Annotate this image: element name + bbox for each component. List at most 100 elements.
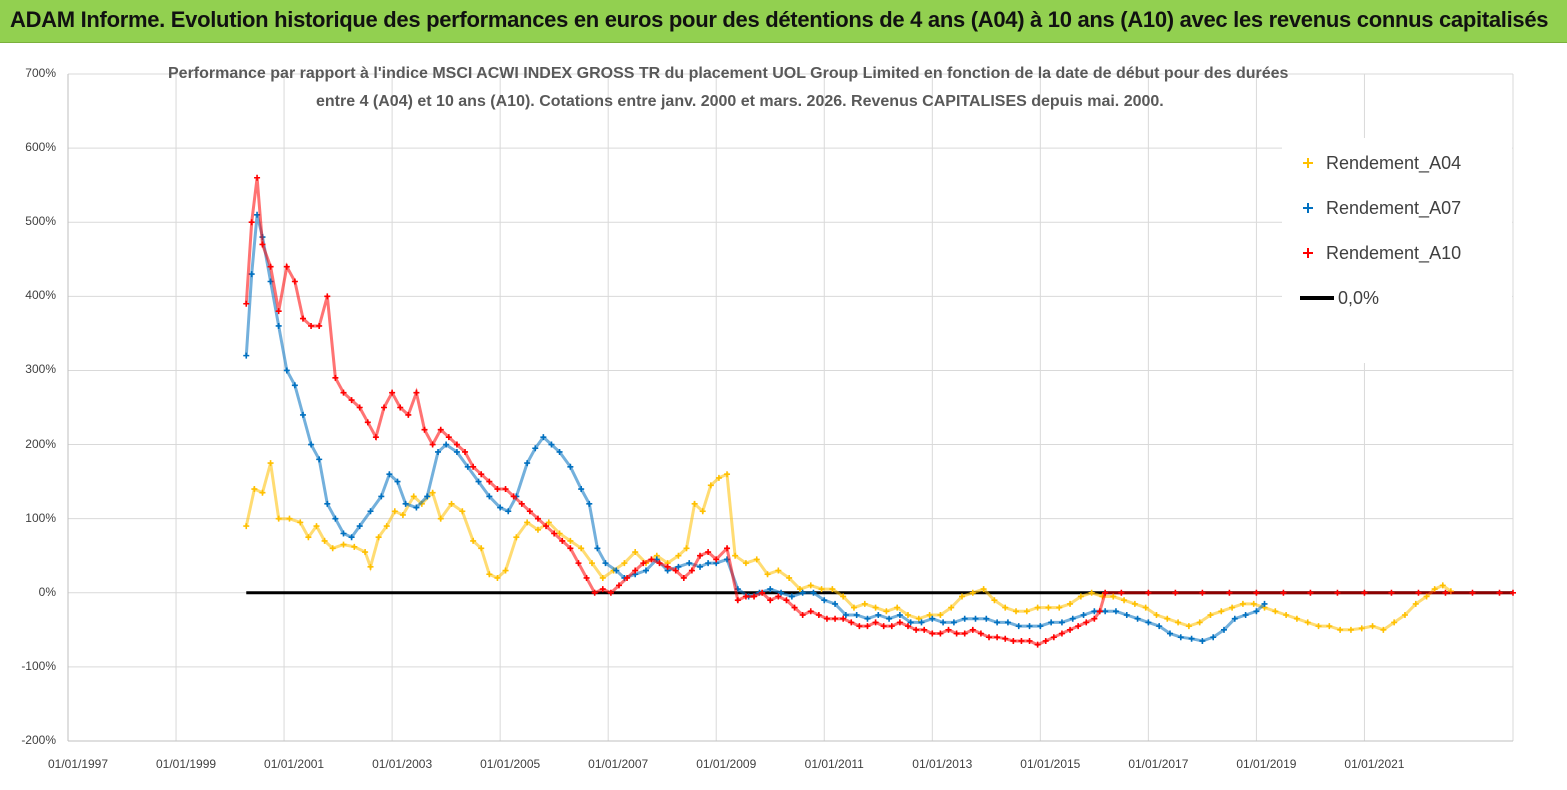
- series-rendement-a10-point: [872, 619, 879, 626]
- series-rendement-a04-point: [1304, 619, 1311, 626]
- series-rendement-a04-point: [1153, 612, 1160, 619]
- series-rendement-a04-point: [556, 530, 563, 537]
- series-rendement-a04-point: [1229, 604, 1236, 611]
- series-rendement-a10-point: [502, 486, 509, 493]
- series-rendement-a10-trace: [244, 177, 1513, 647]
- series-rendement-a10-point: [599, 586, 606, 593]
- series-rendement-a04-trace: [244, 462, 1452, 632]
- series-rendement-a10-point: [697, 552, 704, 559]
- series-rendement-a10-point: [648, 556, 655, 563]
- series-rendement-a10-point: [969, 626, 976, 633]
- series-rendement-a10-point: [1280, 589, 1287, 596]
- y-tick-label: 200%: [25, 436, 56, 451]
- series-rendement-a04-point: [724, 471, 731, 478]
- series-rendement-a07-point: [1145, 619, 1152, 626]
- series-rendement-a04-point: [1401, 612, 1408, 619]
- series-rendement-a10-point: [1510, 589, 1516, 596]
- series-rendement-a10-point: [1091, 615, 1098, 622]
- series-rendement-a04-point: [1358, 625, 1365, 632]
- series-rendement-a10-point: [1067, 626, 1074, 633]
- series-rendement-a04-point: [1380, 626, 1387, 633]
- series-rendement-a10-point: [632, 567, 639, 574]
- series-rendement-a07-point: [1242, 612, 1249, 619]
- series-rendement-a10-point: [823, 615, 830, 622]
- series-rendement-a04-point: [1142, 604, 1149, 611]
- series-rendement-a10-point: [1307, 589, 1314, 596]
- series-rendement-a10-point: [921, 626, 928, 633]
- legend-item-a07: Rendement_A07: [1300, 193, 1461, 223]
- x-tick-label: 01/01/2003: [372, 757, 433, 771]
- series-rendement-a10-point: [832, 615, 839, 622]
- series-rendement-a10-point: [680, 574, 687, 581]
- series-rendement-a04-point: [764, 571, 771, 578]
- series-rendement-a04-point: [1110, 593, 1117, 600]
- series-rendement-a07-point: [464, 463, 471, 470]
- series-rendement-a07-point: [586, 500, 593, 507]
- series-rendement-a04-point: [513, 534, 520, 541]
- series-rendement-a04-point: [429, 489, 436, 496]
- series-rendement-a04-point: [470, 537, 477, 544]
- series-rendement-a10-point: [1334, 589, 1341, 596]
- series-rendement-a10-point: [299, 315, 306, 322]
- series-rendement-a04-point: [1239, 600, 1246, 607]
- series-rendement-a07-point: [1112, 608, 1119, 615]
- series-rendement-a10-point: [1388, 589, 1395, 596]
- series-rendement-a04-point: [742, 560, 749, 567]
- series-rendement-a07-point: [299, 411, 306, 418]
- series-rendement-a10-point: [840, 615, 847, 622]
- series-rendement-a04-point: [1326, 623, 1333, 630]
- series-rendement-a10-point: [1361, 589, 1368, 596]
- chart-title-line2: entre 4 (A04) et 10 ans (A10). Cotations…: [316, 93, 1164, 110]
- series-rendement-a04-point: [1121, 597, 1128, 604]
- series-rendement-a07-point: [697, 563, 704, 570]
- series-rendement-a04-point: [243, 523, 250, 530]
- series-rendement-a04-point: [980, 586, 987, 593]
- series-rendement-a04-point: [1077, 593, 1084, 600]
- series-rendement-a10-point: [929, 630, 936, 637]
- series-rendement-a10-point: [1496, 589, 1503, 596]
- series-rendement-a10-point: [1118, 589, 1125, 596]
- series-rendement-a10-point: [421, 426, 428, 433]
- series-rendement-a04-point: [578, 545, 585, 552]
- series-rendement-a07-point: [1015, 623, 1022, 630]
- series-rendement-a07-point: [940, 619, 947, 626]
- series-rendement-a07-point: [1123, 612, 1130, 619]
- series-rendement-a07-point: [291, 382, 298, 389]
- series-rendement-a04-point: [1002, 604, 1009, 611]
- series-rendement-a07-point: [497, 504, 504, 511]
- legend-item-zero: 0,0%: [1300, 283, 1379, 313]
- series-rendement-a10-point: [640, 560, 647, 567]
- series-rendement-a07-point: [453, 448, 460, 455]
- series-rendement-a04-point: [691, 500, 698, 507]
- series-rendement-a07-point: [886, 615, 893, 622]
- series-rendement-a04-point: [1369, 623, 1376, 630]
- series-rendement-a07-point: [424, 493, 431, 500]
- series-rendement-a10-point: [664, 563, 671, 570]
- series-rendement-a10-point: [791, 604, 798, 611]
- series-rendement-a10-point: [372, 434, 379, 441]
- series-rendement-a04-point: [1131, 600, 1138, 607]
- x-tick-label: 01/01/2009: [696, 757, 757, 771]
- series-rendement-a04-point: [251, 486, 258, 493]
- series-rendement-a10-point: [445, 434, 452, 441]
- legend-item-a04: Rendement_A04: [1300, 148, 1461, 178]
- series-rendement-a07-point: [1156, 623, 1163, 630]
- series-rendement-a04-point: [1207, 612, 1214, 619]
- series-rendement-a04-point: [991, 597, 998, 604]
- series-rendement-a10-point: [1442, 589, 1449, 596]
- series-rendement-a07-point: [1048, 619, 1055, 626]
- x-tick-label: 01/01/2015: [1020, 757, 1081, 771]
- series-rendement-a10-point: [332, 374, 339, 381]
- series-rendement-a10-point: [1172, 589, 1179, 596]
- series-rendement-a07-point: [1199, 637, 1206, 644]
- series-rendement-a10-point: [937, 630, 944, 637]
- series-rendement-a10-point: [986, 634, 993, 641]
- series-rendement-a07-point: [994, 619, 1001, 626]
- report-title: ADAM Informe. Evolution historique des p…: [10, 7, 1549, 32]
- chart-area: Performance par rapport à l'indice MSCI …: [0, 43, 1567, 790]
- series-rendement-a07-point: [950, 619, 957, 626]
- series-rendement-a04-point: [775, 567, 782, 574]
- series-rendement-a10-point: [1010, 637, 1017, 644]
- series-rendement-a10-point: [356, 404, 363, 411]
- series-rendement-a10-point: [243, 300, 250, 307]
